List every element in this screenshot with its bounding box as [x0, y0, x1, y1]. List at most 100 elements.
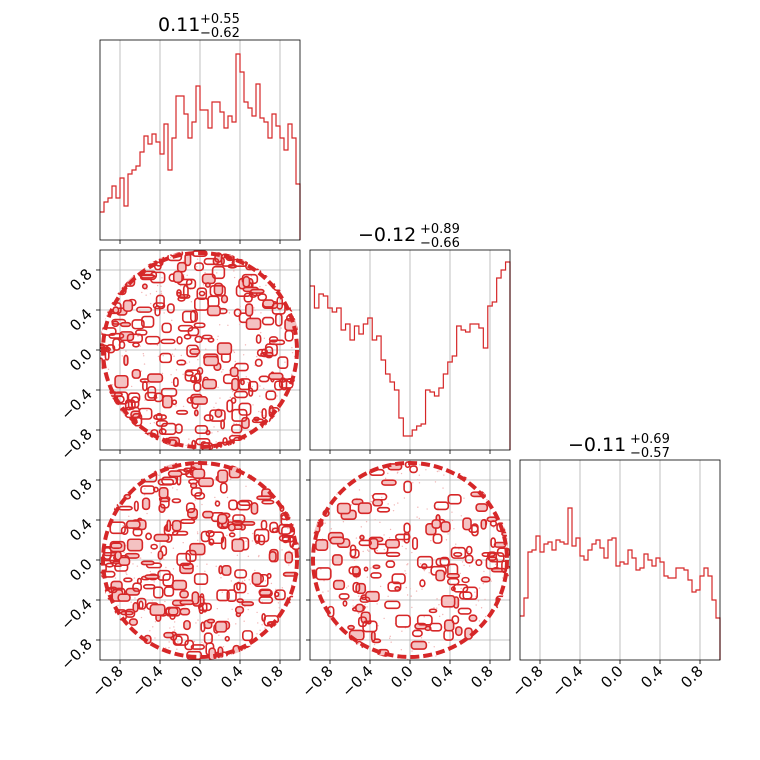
y-tick-label: 0.8: [66, 475, 96, 505]
sample-point: [251, 540, 254, 542]
sample-point: [132, 563, 134, 565]
sample-point: [280, 327, 282, 329]
contour-blob: [177, 296, 186, 302]
sample-point: [480, 607, 483, 609]
contour-blob: [315, 538, 329, 552]
contour-blob: [185, 278, 197, 290]
y-tick-label: 0.4: [66, 305, 96, 335]
contour-blob: [453, 551, 463, 558]
sample-point: [172, 568, 175, 570]
contour-panel-2-1: −0.8 −0.4 0.0 0.4 0.8: [298, 459, 511, 701]
sample-point: [257, 622, 259, 624]
contour-blob: [206, 305, 221, 317]
contour-blob: [220, 536, 227, 550]
sample-point: [247, 381, 249, 384]
sample-point: [180, 285, 182, 287]
sample-point: [484, 598, 486, 601]
sample-point: [260, 332, 262, 334]
contour-blob: [245, 317, 262, 331]
sample-point: [174, 348, 177, 350]
sample-point: [239, 263, 241, 266]
sample-point: [168, 646, 170, 649]
contour-blob: [250, 502, 259, 515]
contour-blob: [462, 517, 472, 531]
x-tick-label: −0.4: [338, 662, 376, 700]
sample-point: [263, 414, 265, 417]
contour-blob: [161, 322, 172, 334]
contour-blob: [381, 479, 397, 486]
contour-blob: [214, 621, 228, 633]
sample-point: [406, 594, 409, 596]
sample-point: [284, 361, 286, 363]
contour-blob: [139, 273, 155, 279]
title-1-plus: +0.55: [200, 12, 240, 27]
sample-point: [405, 548, 407, 550]
sample-point: [247, 608, 249, 611]
sample-point: [175, 468, 177, 470]
contour-blob: [489, 520, 498, 527]
contour-blob: [133, 500, 139, 512]
sample-point: [201, 641, 203, 643]
contour-blob: [243, 292, 253, 303]
contour-blob: [255, 334, 262, 344]
sample-point: [146, 512, 148, 515]
sample-point: [442, 487, 444, 489]
sample-point: [388, 537, 391, 539]
sample-point: [330, 528, 333, 530]
sample-point: [173, 355, 175, 357]
y-tick-label: −0.8: [57, 425, 95, 463]
sample-point: [155, 290, 158, 293]
sample-point: [436, 598, 438, 600]
contour-blob: [205, 530, 215, 538]
sample-point: [278, 607, 280, 609]
title-1-minus: −0.62: [200, 26, 240, 41]
contour-blob: [233, 390, 249, 399]
contour-blob: [485, 556, 498, 570]
contour-blob: [261, 499, 275, 505]
contour-blob: [433, 501, 450, 511]
sample-point: [259, 629, 261, 632]
x-tick-label: 0.4: [637, 662, 667, 692]
sample-point: [252, 404, 254, 406]
contour-blob: [155, 294, 165, 308]
sample-point: [390, 641, 392, 643]
sample-point: [196, 531, 199, 533]
contour-blob: [181, 563, 194, 570]
sample-point: [250, 275, 253, 277]
sample-point: [194, 499, 197, 501]
contour-blob: [457, 607, 472, 615]
sample-point: [322, 591, 324, 593]
sample-point: [357, 612, 360, 615]
contour-blob: [111, 318, 127, 325]
sample-point: [256, 355, 258, 358]
sample-point: [217, 430, 219, 433]
contour-blob: [191, 591, 200, 605]
contour-blob: [454, 626, 463, 637]
sample-point: [434, 481, 437, 483]
contour-blob: [105, 344, 116, 354]
contour-blob: [253, 528, 270, 543]
sample-point: [231, 433, 233, 435]
sample-point: [257, 555, 260, 558]
sample-point: [156, 397, 159, 399]
x-tick-label: 0.0: [597, 662, 627, 692]
sample-point: [373, 643, 376, 646]
sample-point: [229, 478, 232, 480]
sample-point: [154, 621, 157, 623]
contour-blob: [231, 408, 248, 422]
sample-point: [226, 496, 229, 499]
sample-point: [231, 608, 233, 611]
sample-point: [415, 590, 418, 592]
sample-point: [506, 545, 509, 547]
sample-point: [423, 616, 425, 618]
sample-point: [291, 373, 293, 375]
sample-point: [485, 615, 487, 618]
sample-point: [162, 558, 165, 560]
sample-point: [494, 563, 497, 566]
contour-blob: [475, 559, 483, 567]
contour-blob: [357, 502, 372, 515]
sample-point: [270, 582, 273, 585]
contour-blob: [147, 373, 164, 383]
sample-point: [409, 588, 412, 590]
sample-point: [433, 646, 435, 648]
